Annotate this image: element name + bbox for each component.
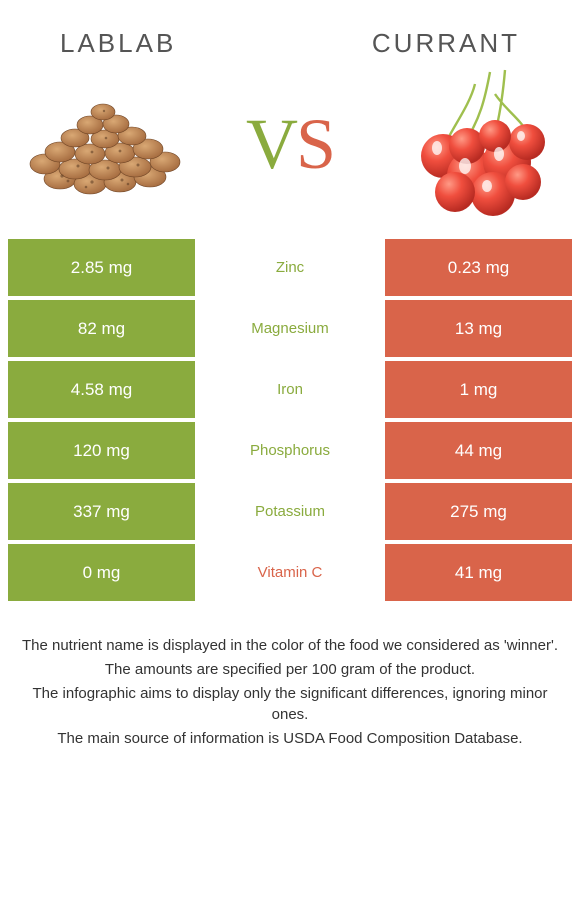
nutrient-name: Iron xyxy=(195,361,385,418)
footer-line: The main source of information is USDA F… xyxy=(14,728,566,750)
nutrient-value-left: 4.58 mg xyxy=(8,361,195,418)
food-title-left: LABLAB xyxy=(60,28,176,59)
nutrient-value-right: 41 mg xyxy=(385,544,572,601)
lablab-icon xyxy=(20,84,190,204)
nutrient-value-left: 0 mg xyxy=(8,544,195,601)
vs-s: S xyxy=(296,104,334,184)
currant-icon xyxy=(395,64,555,224)
header: LABLAB CURRANT xyxy=(0,0,580,59)
footer-line: The nutrient name is displayed in the co… xyxy=(14,635,566,657)
nutrient-row: 4.58 mgIron1 mg xyxy=(8,361,572,418)
nutrient-row: 337 mgPotassium275 mg xyxy=(8,483,572,540)
footer-notes: The nutrient name is displayed in the co… xyxy=(0,605,580,750)
nutrient-name: Potassium xyxy=(195,483,385,540)
nutrient-value-left: 2.85 mg xyxy=(8,239,195,296)
nutrient-row: 0 mgVitamin C41 mg xyxy=(8,544,572,601)
food-image-left xyxy=(20,79,190,209)
nutrient-value-right: 275 mg xyxy=(385,483,572,540)
nutrient-value-right: 44 mg xyxy=(385,422,572,479)
food-title-right: CURRANT xyxy=(372,28,520,59)
nutrient-value-right: 13 mg xyxy=(385,300,572,357)
nutrient-value-left: 337 mg xyxy=(8,483,195,540)
nutrient-name: Zinc xyxy=(195,239,385,296)
footer-line: The amounts are specified per 100 gram o… xyxy=(14,659,566,681)
nutrient-value-right: 0.23 mg xyxy=(385,239,572,296)
food-image-right xyxy=(390,79,560,209)
nutrient-row: 120 mgPhosphorus44 mg xyxy=(8,422,572,479)
nutrient-value-left: 120 mg xyxy=(8,422,195,479)
hero-row: VS xyxy=(0,59,580,239)
nutrient-value-right: 1 mg xyxy=(385,361,572,418)
nutrient-name: Phosphorus xyxy=(195,422,385,479)
nutrient-row: 82 mgMagnesium13 mg xyxy=(8,300,572,357)
nutrient-name: Vitamin C xyxy=(195,544,385,601)
nutrient-table: 2.85 mgZinc0.23 mg82 mgMagnesium13 mg4.5… xyxy=(8,239,572,601)
nutrient-value-left: 82 mg xyxy=(8,300,195,357)
nutrient-name: Magnesium xyxy=(195,300,385,357)
vs-label: VS xyxy=(246,103,334,186)
footer-line: The infographic aims to display only the… xyxy=(14,683,566,727)
nutrient-row: 2.85 mgZinc0.23 mg xyxy=(8,239,572,296)
vs-v: V xyxy=(246,104,296,184)
